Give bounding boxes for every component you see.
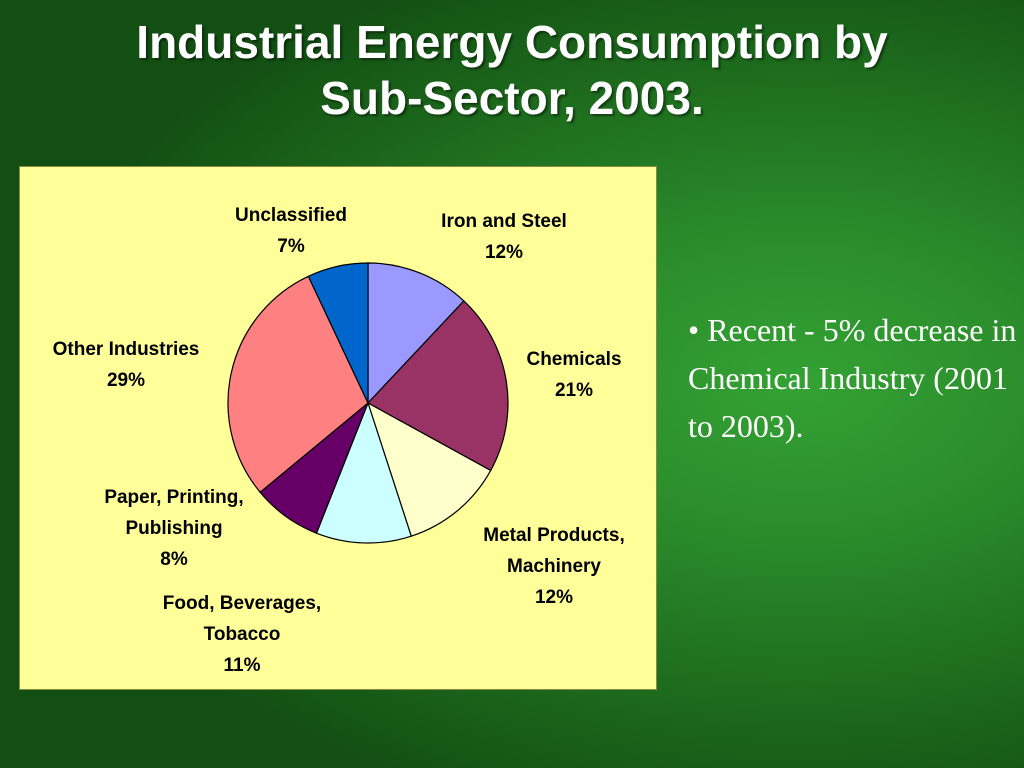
pie-slice-metal-products-machinery — [366, 401, 492, 537]
slice-label-metal-products-machinery: Metal Products, Machinery 12% — [483, 525, 624, 608]
slice-label-other-industries: Other Industries 29% — [53, 339, 200, 391]
slice-label-paper-printing-publishing: Paper, Printing, Publishing 8% — [104, 487, 243, 570]
pie-slice-food-beverages-tobacco — [315, 401, 413, 544]
pie-chart: Iron and Steel 12% Chemicals 21% Metal Produ… — [53, 205, 625, 676]
slice-label-iron-and-steel: Iron and Steel 12% — [441, 211, 567, 263]
pie-chart-panel: Iron and Steel 12% Chemicals 21% Metal Produ… — [19, 166, 657, 690]
pie-slice-chemicals — [367, 300, 509, 472]
pie-slice-iron-and-steel — [367, 262, 465, 405]
slice-label-food-beverages-tobacco: Food, Beverages, Tobacco 11% — [163, 593, 321, 676]
slide-title-line-2: Sub-Sector, 2003. — [320, 72, 704, 124]
pie-slice-other-industries — [227, 275, 369, 494]
pie-slice-unclassified — [307, 262, 369, 404]
slice-label-unclassified: Unclassified 7% — [235, 205, 347, 257]
slide-title-line-1: Industrial Energy Consumption by — [136, 16, 888, 68]
bullet-point: • Recent - 5% decrease in Chemical Indus… — [688, 312, 1017, 444]
slide-title: Industrial Energy Consumption by Sub-Sec… — [0, 14, 1024, 126]
slice-label-chemicals: Chemicals 21% — [526, 349, 621, 401]
